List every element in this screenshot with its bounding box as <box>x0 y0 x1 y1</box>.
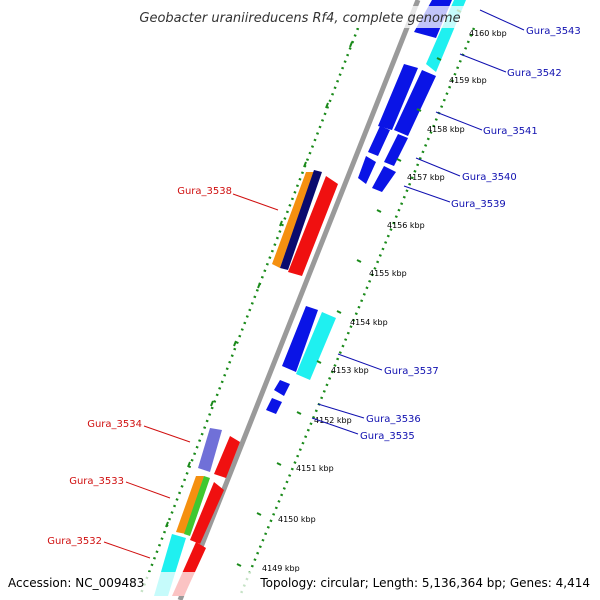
svg-text:Gura_3533: Gura_3533 <box>69 476 124 487</box>
gene-labels: Gura_3543 Gura_3542 Gura_3541 Gura_3540 … <box>47 9 581 559</box>
svg-text:Gura_3539: Gura_3539 <box>451 199 506 210</box>
svg-text:Gura_3542: Gura_3542 <box>507 68 562 79</box>
tick-label: 4151 kbp <box>296 464 334 473</box>
tick-label: 4157 kbp <box>407 173 445 182</box>
scale-tick: 4150 kbp <box>256 512 316 524</box>
gene-label-gura-3535[interactable]: Gura_3535 <box>311 417 415 442</box>
topology-text: Topology: circular; Length: 5,136,364 bp… <box>259 576 590 590</box>
gene-gura-3533[interactable] <box>190 482 224 544</box>
gene-gura-3533-orange[interactable] <box>176 476 204 534</box>
outer-track-line <box>138 27 360 597</box>
svg-text:Gura_3537: Gura_3537 <box>384 366 439 377</box>
tick-label: 4159 kbp <box>449 76 487 85</box>
tick-label: 4150 kbp <box>278 515 316 524</box>
svg-text:Gura_3535: Gura_3535 <box>360 431 415 442</box>
gene-gura-3542-b[interactable] <box>394 70 436 136</box>
gene-gura-3538-navy[interactable] <box>280 170 322 270</box>
accession-text: Accession: NC_009483 <box>8 576 144 590</box>
svg-text:Gura_3540: Gura_3540 <box>462 172 517 183</box>
gene-gura-3541-b[interactable] <box>384 134 408 166</box>
tick-label: 4155 kbp <box>369 269 407 278</box>
gene-label-gura-3534[interactable]: Gura_3534 <box>87 419 191 443</box>
outer-track-dashes <box>165 41 353 528</box>
gene-gura-3542[interactable] <box>378 64 418 130</box>
scale-tick: 4154 kbp <box>336 310 388 327</box>
scale-tick: 4159 kbp <box>436 57 487 85</box>
scale-tick: 4158 kbp <box>416 108 465 134</box>
gene-label-gura-3532[interactable]: Gura_3532 <box>47 536 151 559</box>
reverse-strand-features <box>154 170 338 596</box>
scale-tick: 4152 kbp <box>296 411 352 425</box>
gene-gura-3537[interactable] <box>282 306 318 372</box>
svg-text:Gura_3534: Gura_3534 <box>87 419 142 430</box>
gene-gura-3541[interactable] <box>368 126 390 156</box>
svg-text:Gura_3543: Gura_3543 <box>526 26 581 37</box>
gene-label-gura-3542[interactable]: Gura_3542 <box>459 53 562 79</box>
scale-tick: 4153 kbp <box>316 360 369 375</box>
svg-text:Gura_3538: Gura_3538 <box>177 186 232 197</box>
tick-label: 4153 kbp <box>331 366 369 375</box>
gene-label-gura-3540[interactable]: Gura_3540 <box>415 157 517 183</box>
gene-gura-3537-cyan[interactable] <box>296 312 336 380</box>
forward-strand-features <box>266 0 466 414</box>
svg-text:Gura_3532: Gura_3532 <box>47 536 102 547</box>
gene-label-gura-3541[interactable]: Gura_3541 <box>435 111 538 137</box>
scale-tick: 4151 kbp <box>276 462 334 473</box>
svg-text:Gura_3536: Gura_3536 <box>366 414 421 425</box>
scale-ticks: 4149 kbp 4150 kbp 4151 kbp 4152 kbp 4153… <box>236 9 507 573</box>
svg-text:Gura_3541: Gura_3541 <box>483 126 538 137</box>
tick-label: 4154 kbp <box>350 318 388 327</box>
gene-label-gura-3537[interactable]: Gura_3537 <box>337 353 439 377</box>
gene-gura-3540[interactable] <box>358 156 376 184</box>
scale-tick: 4155 kbp <box>356 259 407 278</box>
tick-label: 4156 kbp <box>387 221 425 230</box>
gene-label-gura-3539[interactable]: Gura_3539 <box>403 185 506 210</box>
title-backdrop <box>128 6 472 28</box>
gene-gura-3535[interactable] <box>266 398 282 414</box>
map-title: Geobacter uraniireducens Rf4, complete g… <box>139 11 460 26</box>
tick-label: 4160 kbp <box>469 29 507 38</box>
tick-label: 4158 kbp <box>427 125 465 134</box>
gene-gura-3538-orange[interactable] <box>272 172 314 268</box>
footer-backdrop <box>0 572 600 596</box>
gene-gura-3539[interactable] <box>372 166 396 192</box>
gene-label-gura-3538[interactable]: Gura_3538 <box>177 186 279 211</box>
gene-gura-3534-red[interactable] <box>214 436 240 478</box>
gene-gura-3536[interactable] <box>274 380 290 396</box>
inner-track-line <box>238 27 476 597</box>
scale-tick: 4149 kbp <box>236 563 300 573</box>
tick-label: 4152 kbp <box>314 416 352 425</box>
scale-tick: 4157 kbp <box>396 158 445 182</box>
gene-label-gura-3536[interactable]: Gura_3536 <box>317 403 421 425</box>
genome-backbone <box>177 0 421 600</box>
scale-tick: 4156 kbp <box>376 209 425 230</box>
gene-gura-3534[interactable] <box>198 428 222 472</box>
tick-label: 4149 kbp <box>262 564 300 573</box>
gene-label-gura-3533[interactable]: Gura_3533 <box>69 476 171 499</box>
gene-gura-3538[interactable] <box>288 176 338 276</box>
gene-gura-3533-green[interactable] <box>184 476 210 536</box>
gene-label-gura-3543[interactable]: Gura_3543 <box>479 9 581 37</box>
